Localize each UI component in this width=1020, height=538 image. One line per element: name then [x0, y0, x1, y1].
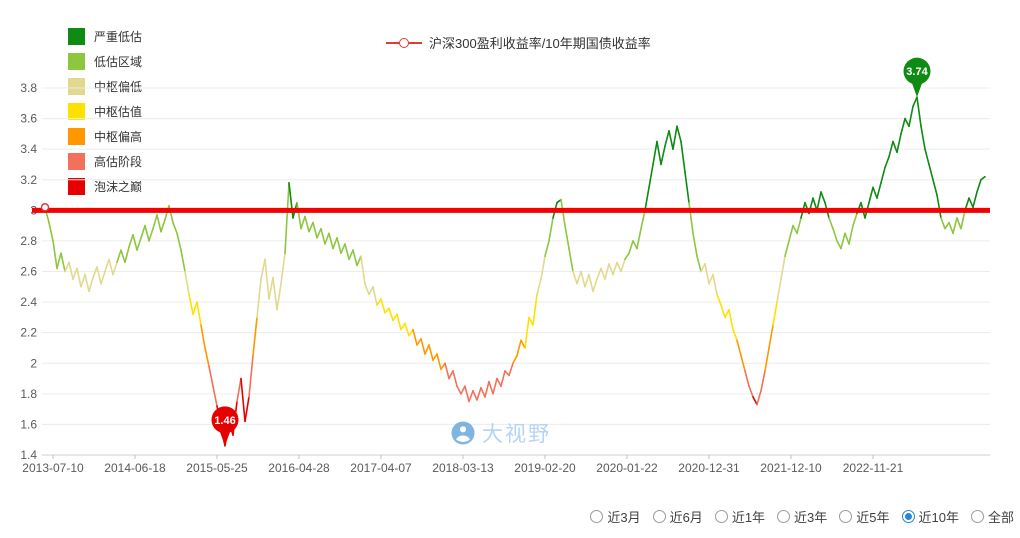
x-axis-label: 2020-01-22 — [596, 461, 658, 475]
time-range-option-4[interactable]: 近5年 — [839, 507, 890, 526]
time-range-label: 近6月 — [669, 510, 703, 525]
y-axis-label: 1.6 — [20, 417, 37, 431]
y-axis-label: 2.4 — [20, 295, 37, 309]
time-range-label: 近10年 — [918, 510, 959, 525]
radio-icon[interactable] — [652, 510, 666, 523]
time-range-label: 近1年 — [731, 510, 766, 525]
series-start-marker — [40, 203, 50, 212]
legend-item-2: 中枢偏低 — [68, 78, 142, 95]
x-axis-label: 2017-04-07 — [350, 461, 412, 475]
legend-item-label: 高估阶段 — [94, 155, 143, 169]
y-axis-label: 1.8 — [20, 387, 37, 401]
legend-item-label: 泡沫之巅 — [94, 180, 143, 194]
series-title: 沪深300盈利收益率/10年期国债收益率 — [429, 36, 651, 51]
x-axis-label: 2014-06-18 — [104, 461, 166, 475]
x-axis-label: 2015-05-25 — [186, 461, 248, 475]
legend-swatch-icon — [68, 28, 85, 45]
legend-swatch-icon — [68, 53, 85, 70]
time-range-option-3[interactable]: 近3年 — [777, 507, 827, 526]
y-axis-label: 1.4 — [20, 448, 37, 462]
y-axis-label: 3.8 — [20, 81, 37, 95]
radio-selected-icon[interactable] — [901, 510, 915, 523]
time-range-option-5[interactable]: 近10年 — [901, 507, 959, 526]
legend-item-3: 中枢估值 — [68, 103, 142, 120]
svg-text:1.46: 1.46 — [214, 415, 235, 427]
legend-item-6: 泡沫之巅 — [68, 178, 142, 195]
x-axis-label: 2022-11-21 — [843, 461, 904, 475]
x-axis-label: 2021-12-10 — [760, 461, 822, 475]
y-axis-label: 2 — [30, 356, 37, 370]
y-axis-label: 2.2 — [20, 326, 37, 340]
radio-icon[interactable] — [777, 510, 791, 523]
x-axis-label: 2018-03-13 — [432, 461, 494, 475]
legend-swatch-icon — [68, 78, 85, 95]
time-range-label: 近3月 — [607, 510, 641, 525]
legend-item-label: 中枢偏低 — [94, 80, 143, 94]
series-legend: 沪深300盈利收益率/10年期国债收益率 — [386, 33, 651, 52]
time-range-option-6[interactable]: 全部 — [970, 507, 1014, 526]
legend-item-0: 严重低估 — [68, 28, 142, 45]
time-range-label: 近5年 — [856, 510, 890, 525]
legend-swatch-icon — [68, 128, 85, 145]
legend-swatch-icon — [68, 153, 85, 170]
watermark-text: 大视野 — [482, 423, 551, 446]
x-axis: 2013-07-10 2014-06-18 2015-05-25 2016-04-28… — [22, 455, 904, 475]
y-axis-label: 3.2 — [20, 173, 37, 187]
valuation-band-legend: 严重低估低估区域中枢偏低中枢估值中枢偏高高估阶段泡沫之巅 — [68, 28, 142, 203]
grid-lines: 1.41.61.822.22.42.62.833.23.43.63.8 — [20, 81, 990, 462]
legend-item-label: 中枢估值 — [94, 105, 143, 119]
legend-item-5: 高估阶段 — [68, 153, 142, 170]
time-range-label: 全部 — [987, 510, 1014, 525]
legend-item-label: 中枢偏高 — [94, 130, 143, 144]
y-axis-label: 3.6 — [20, 112, 37, 126]
radio-icon[interactable] — [590, 510, 604, 523]
legend-swatch-icon — [68, 103, 85, 120]
watermark: 大视野 — [451, 418, 551, 448]
y-axis-label: 2.6 — [20, 265, 37, 279]
x-axis-label: 2019-02-20 — [514, 461, 576, 475]
legend-item-1: 低估区域 — [68, 53, 142, 70]
time-range-label: 近3年 — [794, 510, 828, 525]
legend-swatch-icon — [68, 178, 85, 195]
series-line — [44, 96, 986, 447]
radio-icon[interactable] — [714, 510, 728, 523]
legend-item-label: 严重低估 — [94, 30, 143, 44]
watermark-logo-icon — [451, 421, 475, 445]
svg-text:3.74: 3.74 — [906, 66, 928, 78]
y-axis-label: 2.8 — [20, 234, 37, 248]
x-axis-label: 2016-04-28 — [268, 461, 330, 475]
min-value-pin: 1.46 — [211, 406, 239, 446]
time-range-option-1[interactable]: 近6月 — [652, 507, 703, 526]
series-line-icon — [386, 37, 422, 48]
x-axis-label: 2013-07-10 — [22, 461, 84, 475]
x-axis-label: 2020-12-31 — [678, 461, 740, 475]
radio-icon[interactable] — [970, 510, 984, 523]
time-range-option-2[interactable]: 近1年 — [714, 507, 766, 526]
y-axis-label: 3.4 — [20, 142, 37, 156]
legend-item-label: 低估区域 — [94, 55, 143, 69]
radio-icon[interactable] — [839, 510, 853, 523]
max-value-pin: 3.74 — [903, 57, 931, 98]
legend-item-4: 中枢偏高 — [68, 128, 142, 145]
time-range-selector: 近3月 近6月 近1年 近3年 近5年 近10年 全部 — [590, 507, 1014, 526]
time-range-option-0[interactable]: 近3月 — [590, 507, 641, 526]
